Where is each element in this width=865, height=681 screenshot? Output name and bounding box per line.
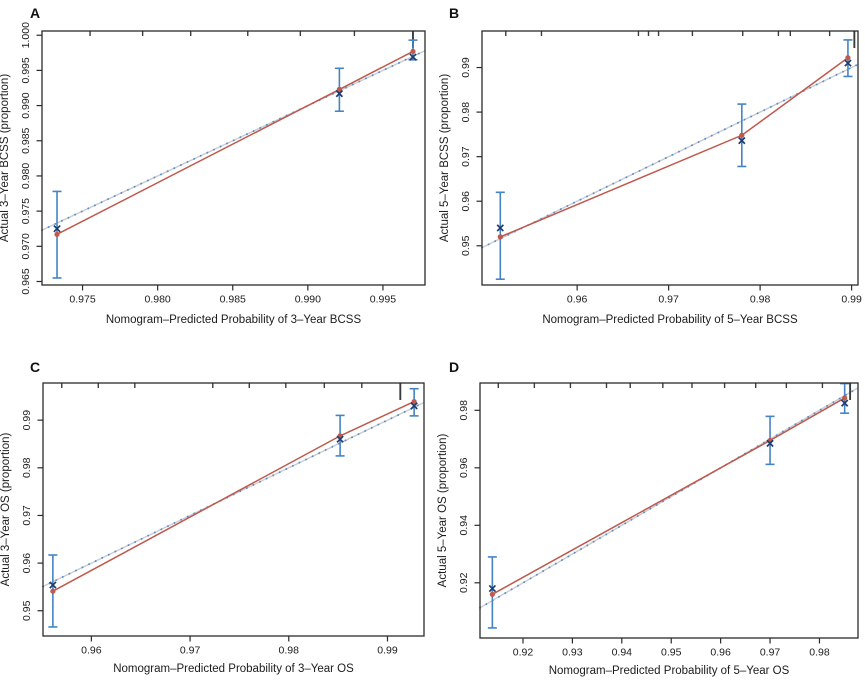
x-axis-tick-label: 0.96 xyxy=(81,645,102,657)
bias-corrected-x-marker xyxy=(488,584,497,593)
x-axis-tick-label: 0.96 xyxy=(567,294,588,306)
panel-letter: C xyxy=(30,359,40,375)
x-axis-tick-label: 0.980 xyxy=(145,294,171,306)
x-axis-tick-label: 0.93 xyxy=(562,647,583,659)
y-axis-tick-label: 0.97 xyxy=(460,146,472,167)
panel-letter: B xyxy=(449,5,459,21)
x-axis-tick-label: 0.92 xyxy=(513,647,534,659)
calibration-plot-d: 0.92 0.93 0.94 0.95 0.96 0.97 0.98 0.92 0.94 0.96… xyxy=(433,341,865,681)
bias-corrected-x-marker xyxy=(409,53,417,61)
calibration-plot-c: 0.96 0.97 0.98 0.99 0.95 0.96 0.97 0.98 0.99 Nomo… xyxy=(0,341,432,681)
y-axis-tick-label: 0.980 xyxy=(20,163,32,189)
y-axis-tick-label: 0.98 xyxy=(460,102,472,123)
km-estimate-point xyxy=(739,132,745,138)
x-axis-tick-label: 0.990 xyxy=(295,294,321,306)
km-estimate-point xyxy=(489,591,495,597)
y-axis-title: Actual 3–Year BCSS (proportion) xyxy=(0,74,11,243)
y-axis-tick-label: 0.96 xyxy=(460,191,472,212)
y-axis-tick-label: 0.995 xyxy=(20,57,32,83)
apparent-dotted-line xyxy=(41,49,426,232)
km-estimate-point xyxy=(411,398,417,405)
km-estimate-point xyxy=(410,48,416,55)
x-axis-tick-label: 0.995 xyxy=(370,294,396,306)
x-axis-tick-label: 0.95 xyxy=(661,647,682,659)
km-estimate-point xyxy=(50,588,56,594)
x-axis-tick-label: 0.97 xyxy=(658,294,679,306)
y-axis-tick-label: 0.96 xyxy=(458,457,470,478)
y-axis-tick-label: 1.000 xyxy=(20,22,32,48)
x-axis-tick-label: 0.975 xyxy=(69,294,95,306)
km-estimate-point xyxy=(842,395,848,401)
y-axis-tick-label: 0.975 xyxy=(20,198,32,224)
km-estimate-point xyxy=(845,55,851,61)
plot-box xyxy=(481,30,859,286)
x-axis-title: Nomogram–Predicted Probability of 5–Year… xyxy=(549,665,790,677)
bias-corrected-x-marker xyxy=(410,402,418,410)
y-axis-title: Actual 5–Year OS (proportion) xyxy=(437,434,449,588)
y-axis-tick-label: 0.95 xyxy=(460,235,472,256)
x-axis-tick-label: 0.99 xyxy=(377,645,398,657)
x-axis-tick-label: 0.98 xyxy=(279,645,300,657)
bias-corrected-x-marker xyxy=(840,399,849,407)
panel-background xyxy=(433,0,865,340)
x-axis-tick-label: 0.985 xyxy=(220,294,246,306)
x-axis-tick-label: 0.98 xyxy=(809,647,830,659)
y-axis-tick-label: 0.985 xyxy=(20,127,32,153)
x-axis-tick-label: 0.98 xyxy=(750,294,771,306)
y-axis-tick-label: 0.92 xyxy=(458,572,470,593)
y-axis-tick-label: 0.95 xyxy=(21,600,33,621)
panel-letter: D xyxy=(449,359,459,375)
km-estimate-point xyxy=(497,234,503,240)
x-axis-tick-label: 0.99 xyxy=(841,294,862,306)
y-axis-tick-label: 0.965 xyxy=(20,268,32,294)
panel-b: 0.96 0.97 0.98 0.99 0.95 0.96 0.97 0.98 0.99 Nomo… xyxy=(433,0,865,340)
plot-box xyxy=(479,382,859,639)
bias-corrected-x-marker xyxy=(49,581,57,589)
panel-c: 0.96 0.97 0.98 0.99 0.95 0.96 0.97 0.98 0.99 Nomo… xyxy=(0,341,432,681)
x-axis-title: Nomogram–Predicted Probability of 5–Year… xyxy=(542,314,798,326)
km-estimate-point xyxy=(54,231,60,237)
panel-letter: A xyxy=(30,5,40,21)
y-axis-tick-label: 0.94 xyxy=(458,515,470,536)
calibration-plot-a: 0.975 0.980 0.985 0.990 0.995 0.965 0.970 0.975… xyxy=(0,0,432,340)
plot-box xyxy=(41,30,426,286)
x-axis-title: Nomogram–Predicted Probability of 3–Year… xyxy=(106,314,362,326)
bias-corrected-x-marker xyxy=(496,224,504,232)
y-axis-tick-label: 0.99 xyxy=(21,410,33,431)
bias-corrected-x-marker xyxy=(53,225,61,233)
x-axis-tick-label: 0.94 xyxy=(612,647,633,659)
plot-box xyxy=(42,382,425,637)
y-axis-tick-label: 0.98 xyxy=(458,400,470,421)
bias-corrected-x-marker xyxy=(738,136,746,145)
y-axis-title: Actual 5–Year BCSS (proportion) xyxy=(439,74,451,243)
bias-corrected-x-marker xyxy=(335,89,344,98)
panel-background xyxy=(0,341,432,681)
bias-corrected-x-marker xyxy=(336,435,344,443)
x-axis-tick-label: 0.97 xyxy=(760,647,781,659)
x-axis-tick-label: 0.97 xyxy=(180,645,201,657)
km-estimate-point xyxy=(336,86,342,92)
y-axis-tick-label: 0.98 xyxy=(21,457,33,478)
bias-corrected-x-marker xyxy=(766,439,774,448)
y-axis-tick-label: 0.97 xyxy=(21,505,33,526)
x-axis-title: Nomogram–Predicted Probability of 3–Year… xyxy=(113,663,354,675)
panel-background xyxy=(0,0,432,340)
x-axis-tick-label: 0.96 xyxy=(710,647,731,659)
y-axis-tick-label: 0.96 xyxy=(21,553,33,574)
y-axis-title: Actual 3–Year OS (proportion) xyxy=(0,433,12,587)
y-axis-tick-label: 0.970 xyxy=(20,233,32,259)
y-axis-tick-label: 0.990 xyxy=(20,92,32,118)
panel-d: 0.92 0.93 0.94 0.95 0.96 0.97 0.98 0.92 0.94 0.96… xyxy=(433,341,865,681)
calibration-plot-b: 0.96 0.97 0.98 0.99 0.95 0.96 0.97 0.98 0.99 Nomo… xyxy=(433,0,865,340)
panel-background xyxy=(433,341,865,681)
y-axis-tick-label: 0.99 xyxy=(460,57,472,78)
apparent-dotted-line xyxy=(42,401,425,588)
ideal-line xyxy=(481,63,859,249)
apparent-dotted-line xyxy=(479,386,859,609)
panel-a: 0.975 0.980 0.985 0.990 0.995 0.965 0.970 0.975… xyxy=(0,0,432,340)
bias-corrected-x-marker xyxy=(844,59,852,67)
